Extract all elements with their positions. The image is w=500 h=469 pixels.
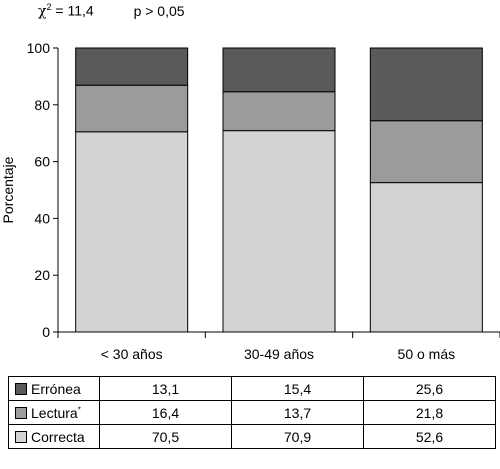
chi-exponent: 2 [46,2,52,12]
legend-entry: Lectura* [8,400,100,425]
table-cell: 70,9 [231,424,364,449]
y-tick-label: 0 [42,324,50,340]
legend-label: Errónea [31,380,81,397]
bar-segment [75,131,189,333]
y-axis-label: Porcentaje [0,156,16,223]
data-table-body: Errónea 13,1 15,4 25,6 Lectura* 16,4 13,7 21,8 C… [8,376,496,449]
table-cell: 13,1 [99,376,232,401]
y-tick-label: 100 [27,40,51,56]
bar-segment [369,120,483,184]
table-cell: 25,6 [363,376,496,401]
table-cell: 13,7 [231,400,364,425]
y-tick-label: 80 [34,97,50,113]
chi-square-stat: χ2 = 11,4 p > 0,05 [38,2,185,20]
x-tick-label: < 30 años [101,346,163,362]
bars [75,47,483,333]
bar-segment [75,84,189,133]
bar-segment [75,47,189,86]
p-value: p > 0,05 [133,2,185,19]
x-tick-label: 30-49 años [244,346,314,362]
x-tick-label: 50 o más [398,346,456,362]
bar-segment [222,91,336,132]
table-cell: 52,6 [363,424,496,449]
table-cell: 16,4 [99,400,232,425]
legend-label: Lectura [31,404,78,421]
legend-label: Correcta [31,428,85,445]
bar-segment [222,130,336,333]
table-cell: 70,5 [99,424,232,449]
legend-swatch [15,430,27,443]
table-cell: 21,8 [363,400,496,425]
legend-entry: Correcta [8,424,100,449]
table-cell: 15,4 [231,376,364,401]
chi-value: = 11,4 [55,2,94,19]
legend-footnote-mark: * [77,404,81,414]
y-tick-label: 60 [34,154,50,170]
legend-swatch [15,382,27,395]
chi-symbol: χ [38,3,47,20]
table-row: Lectura* 16,4 13,7 21,8 [8,400,496,425]
table-row: Correcta 70,5 70,9 52,6 [8,424,496,449]
bar-segment [222,47,336,93]
legend-entry: Errónea [8,376,100,401]
legend-swatch [15,406,27,419]
y-tick-label: 40 [34,210,50,226]
bar-segment [369,182,483,333]
table-row: Errónea 13,1 15,4 25,6 [8,376,496,401]
y-tick-label: 20 [34,267,50,283]
data-table: Errónea 13,1 15,4 25,6 Lectura* 16,4 13,7 21,8 C… [8,376,496,449]
bar-segment [369,47,483,122]
